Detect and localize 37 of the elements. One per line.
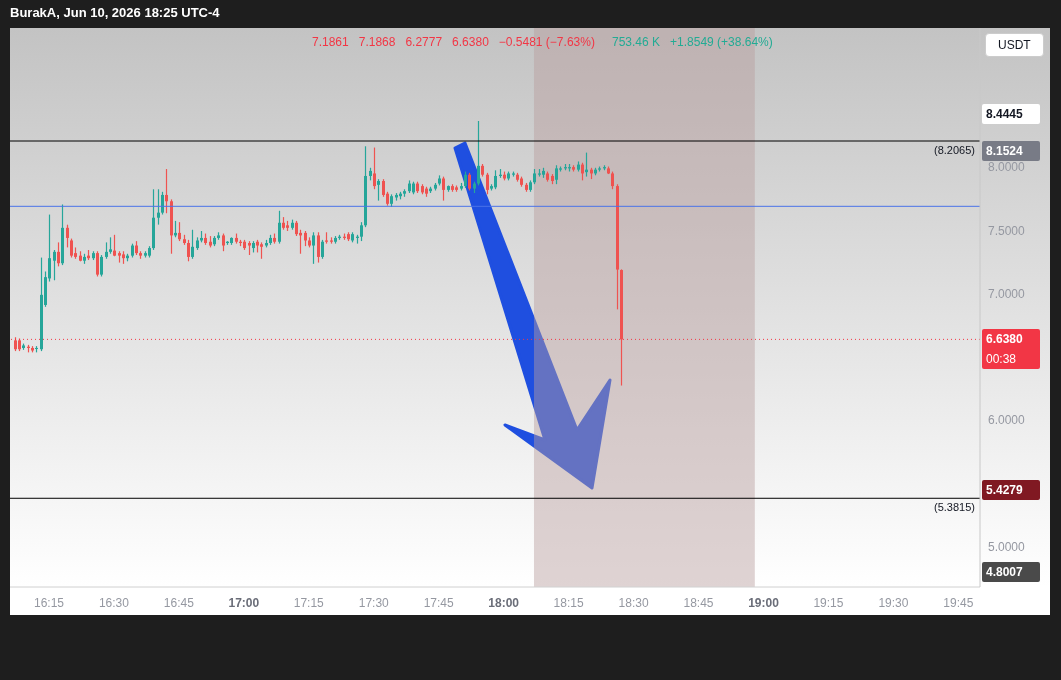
x-tick-label: 17:15	[293, 596, 325, 610]
text: 4.8007	[982, 562, 1040, 582]
x-tick-label: 17:45	[423, 596, 455, 610]
text: 00:38	[982, 349, 1040, 370]
y-tick-label: 5.0000	[988, 539, 1026, 554]
annotation: 753.46 K +1.8549 (+38.64%)	[612, 35, 773, 49]
x-tick-label: 16:15	[33, 596, 65, 610]
x-tick-label: 19:30	[878, 596, 909, 610]
x-tick-label: 19:15	[813, 596, 844, 610]
candlestick	[598, 166, 601, 172]
candlestick	[330, 237, 333, 244]
y-tick-label: 7.5000	[988, 223, 1026, 238]
x-tick-label: 18:00	[488, 596, 520, 610]
y-tick-label: 7.0000	[988, 286, 1026, 301]
text: 5.4279	[982, 480, 1040, 500]
x-tick-label: 18:15	[553, 596, 584, 610]
y-tick-label: 8.0000	[988, 160, 1026, 175]
y-tick-label: 6.0000	[988, 413, 1026, 428]
text: USDT	[985, 33, 1044, 57]
x-tick-label: 17:30	[358, 596, 390, 610]
x-tick-label: 18:30	[618, 596, 649, 610]
x-tick-label: 17:00	[228, 596, 260, 610]
x-tick-label: 16:45	[163, 596, 195, 610]
text: 8.4445	[982, 104, 1040, 124]
candlestick	[538, 169, 541, 177]
text: 7.1861 7.1868 6.2777 6.6380 −0.5481 (−7.63%)	[312, 35, 595, 49]
chart-title: BurakA, Jun 10, 2026 18:25 UTC-4	[10, 5, 220, 20]
x-tick-label: 19:45	[943, 596, 974, 610]
candlestick	[512, 171, 515, 177]
text: 8.1524	[982, 141, 1040, 161]
candlestick	[325, 232, 328, 244]
x-tick-label: 18:45	[683, 596, 714, 610]
x-tick-label: 16:30	[98, 596, 130, 610]
ref-line-label: (8.2065)	[934, 143, 975, 156]
x-tick-label: 19:00	[748, 596, 780, 610]
text: 6.6380	[982, 329, 1040, 350]
ref-line-label: (5.3815)	[934, 501, 975, 514]
